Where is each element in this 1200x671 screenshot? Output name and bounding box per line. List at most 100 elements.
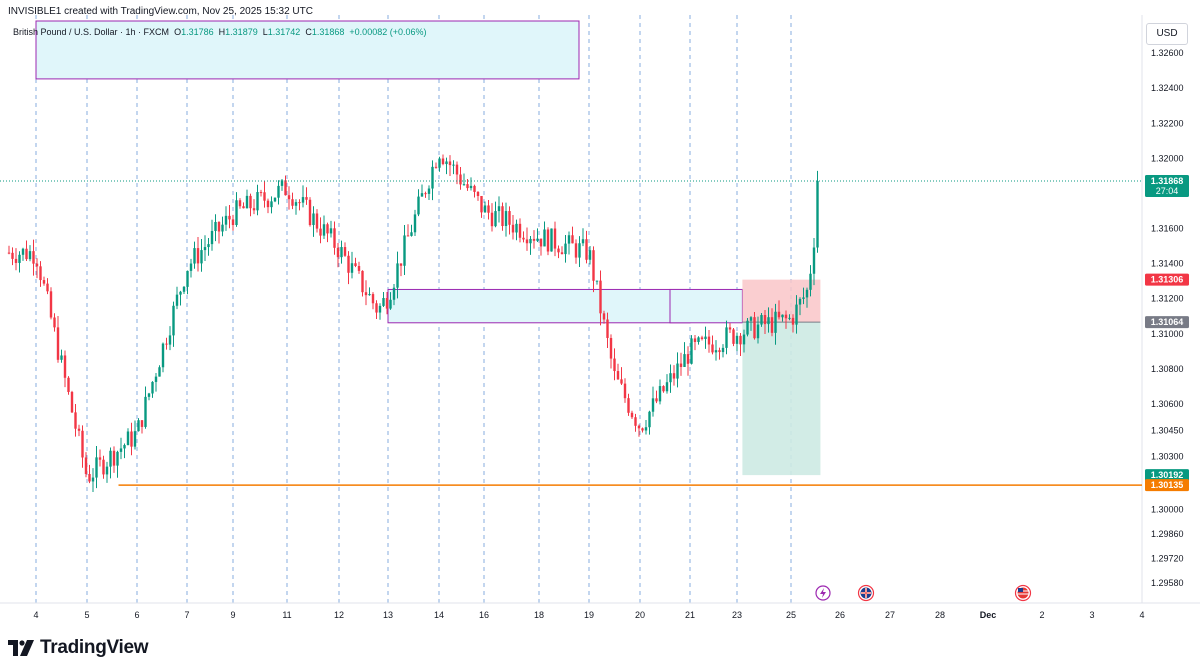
candle-body bbox=[560, 252, 564, 255]
candle-body bbox=[277, 185, 280, 198]
candle-body bbox=[308, 199, 312, 226]
candle-body bbox=[658, 386, 662, 402]
candle-body bbox=[672, 373, 676, 379]
candle-body bbox=[361, 270, 364, 293]
price-label: 1.31868 bbox=[1151, 176, 1184, 186]
candle-body bbox=[175, 294, 179, 306]
candle-body bbox=[221, 224, 224, 232]
candle-body bbox=[77, 428, 81, 431]
y-tick-label: 1.31400 bbox=[1151, 259, 1184, 269]
candle-body bbox=[95, 457, 98, 478]
candle-body bbox=[154, 376, 158, 382]
candle-body bbox=[805, 289, 809, 298]
candle-body bbox=[312, 213, 315, 226]
low-value: 1.31742 bbox=[267, 27, 301, 37]
candle-body bbox=[550, 228, 553, 252]
candle-body bbox=[98, 457, 102, 460]
x-tick-label: 23 bbox=[732, 610, 742, 620]
candle-body bbox=[182, 286, 186, 292]
x-tick-label: 5 bbox=[84, 610, 89, 620]
y-tick-label: 1.30600 bbox=[1151, 399, 1184, 409]
candle-body bbox=[70, 391, 74, 413]
candle-body bbox=[228, 215, 231, 220]
candle-body bbox=[410, 232, 413, 236]
candle-body bbox=[592, 250, 595, 281]
candle-body bbox=[53, 317, 56, 328]
grid-layer bbox=[0, 15, 1200, 604]
candle-body bbox=[732, 329, 735, 344]
candle-body bbox=[676, 363, 679, 379]
candle-body bbox=[525, 239, 529, 244]
candle-body bbox=[746, 320, 749, 335]
upper-zone bbox=[35, 20, 580, 80]
y-tick-label: 1.30450 bbox=[1151, 425, 1184, 435]
lightning-glyph bbox=[820, 588, 826, 598]
x-tick-label: 16 bbox=[479, 610, 489, 620]
candle-body bbox=[427, 188, 431, 194]
demand-zone-extension bbox=[669, 288, 743, 324]
x-tick-label: 26 bbox=[835, 610, 845, 620]
x-tick-label: 27 bbox=[885, 610, 895, 620]
uk-flag-cross-red bbox=[861, 588, 871, 598]
candle-body bbox=[396, 263, 399, 288]
x-tick-label: 20 bbox=[635, 610, 645, 620]
candle-body bbox=[686, 354, 690, 364]
axis-layer: 1.32600 1.32400 1.32200 1.32000 1.31600 1.314… bbox=[33, 48, 1189, 620]
candle-body bbox=[637, 425, 641, 429]
candle-body bbox=[364, 292, 368, 296]
candle-body bbox=[259, 192, 263, 194]
candle-body bbox=[39, 266, 42, 281]
candle-body bbox=[270, 201, 273, 208]
candle-body bbox=[620, 379, 623, 384]
candle-body bbox=[301, 197, 305, 203]
close-value: 1.31868 bbox=[311, 27, 345, 37]
candle-body bbox=[588, 250, 592, 260]
candle-body bbox=[721, 347, 725, 353]
candle-body bbox=[413, 214, 417, 233]
candle-body bbox=[147, 393, 151, 397]
candle-body bbox=[438, 158, 441, 168]
candle-body bbox=[105, 466, 109, 475]
candle-body bbox=[284, 180, 287, 196]
candle-body bbox=[168, 335, 172, 345]
candle-body bbox=[644, 427, 648, 431]
x-tick-label: 9 bbox=[230, 610, 235, 620]
candle-body bbox=[112, 450, 116, 466]
candle-body bbox=[763, 315, 767, 325]
candle-body bbox=[326, 224, 329, 234]
candle-body bbox=[431, 166, 434, 189]
candle-body bbox=[777, 311, 781, 318]
candle-body bbox=[441, 158, 445, 165]
currency-button[interactable]: USD bbox=[1146, 23, 1188, 45]
y-tick-label: 1.31600 bbox=[1151, 224, 1184, 234]
candle-body bbox=[210, 230, 214, 245]
candle-body bbox=[613, 358, 616, 372]
candle-body bbox=[49, 291, 53, 318]
candle-body bbox=[172, 305, 175, 336]
candle-body bbox=[158, 367, 161, 377]
candle-body bbox=[700, 337, 704, 340]
candle-body bbox=[224, 215, 228, 225]
tradingview-footer[interactable]: TradingView bbox=[8, 636, 149, 660]
candle-body bbox=[137, 420, 140, 432]
x-tick-label: 6 bbox=[134, 610, 139, 620]
candle-body bbox=[515, 223, 518, 233]
candle-body bbox=[795, 304, 798, 325]
candle-body bbox=[357, 266, 361, 271]
candle-body bbox=[273, 197, 277, 202]
candle-body bbox=[350, 263, 354, 273]
x-tick-label: 28 bbox=[935, 610, 945, 620]
countdown-label: 27:04 bbox=[1156, 186, 1179, 196]
candle-body bbox=[291, 199, 294, 206]
candle-body bbox=[518, 223, 522, 238]
symbol-name: British Pound / U.S. Dollar · 1h · FXCM bbox=[13, 27, 170, 37]
candle-body bbox=[88, 474, 91, 482]
candle-body bbox=[389, 299, 392, 309]
candle-body bbox=[189, 263, 193, 271]
candle-body bbox=[473, 185, 476, 192]
candle-layer bbox=[7, 154, 819, 493]
candle-body bbox=[11, 252, 14, 259]
candle-body bbox=[242, 206, 245, 209]
candle-body bbox=[32, 251, 35, 264]
